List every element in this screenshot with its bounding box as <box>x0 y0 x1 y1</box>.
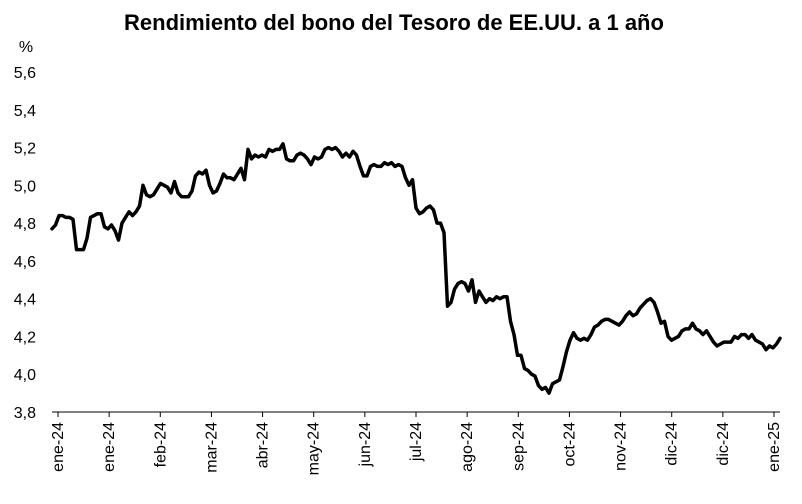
y-tick-label: 4,2 <box>14 329 36 346</box>
x-tick-label: ene-24 <box>101 422 118 472</box>
x-tick-label: abr-24 <box>255 422 272 468</box>
y-tick-label: 4,4 <box>14 292 36 309</box>
x-tick-label: ene-25 <box>766 422 783 472</box>
y-axis-tick-labels: 3,8 4,0 4,2 4,4 4,6 4,8 5,0 5,2 5,4 5,6 <box>14 65 36 422</box>
chart-title: Rendimiento del bono del Tesoro de EE.UU… <box>124 10 664 35</box>
x-tick-label: mar-24 <box>203 422 220 473</box>
y-tick-label: 4,8 <box>14 216 36 233</box>
x-tick-label: jun-24 <box>357 422 374 468</box>
y-axis-unit-label: % <box>19 39 33 56</box>
x-tick-label: dic-24 <box>715 422 732 466</box>
x-tick-label: ago-24 <box>459 422 476 472</box>
x-tick-label: may-24 <box>306 422 323 475</box>
y-tick-label: 4,6 <box>14 254 36 271</box>
y-tick-label: 5,6 <box>14 65 36 82</box>
x-tick-label: dic-24 <box>664 422 681 466</box>
x-axis-tick-labels: ene-24 ene-24 feb-24 mar-24 abr-24 may-24 jun-… <box>50 412 783 475</box>
x-tick-label: nov-24 <box>613 422 630 471</box>
y-tick-label: 4,0 <box>14 367 36 384</box>
series-line-yield <box>50 142 782 395</box>
x-tick-label: feb-24 <box>152 422 169 467</box>
y-tick-label: 5,4 <box>14 103 36 120</box>
y-tick-label: 5,2 <box>14 141 36 158</box>
x-tick-label: ene-24 <box>50 422 67 472</box>
x-tick-label: sep-24 <box>510 422 527 471</box>
y-tick-label: 3,8 <box>14 405 36 422</box>
x-tick-label: oct-24 <box>561 422 578 467</box>
y-tick-label: 5,0 <box>14 178 36 195</box>
x-tick-label: jul-24 <box>408 422 425 462</box>
